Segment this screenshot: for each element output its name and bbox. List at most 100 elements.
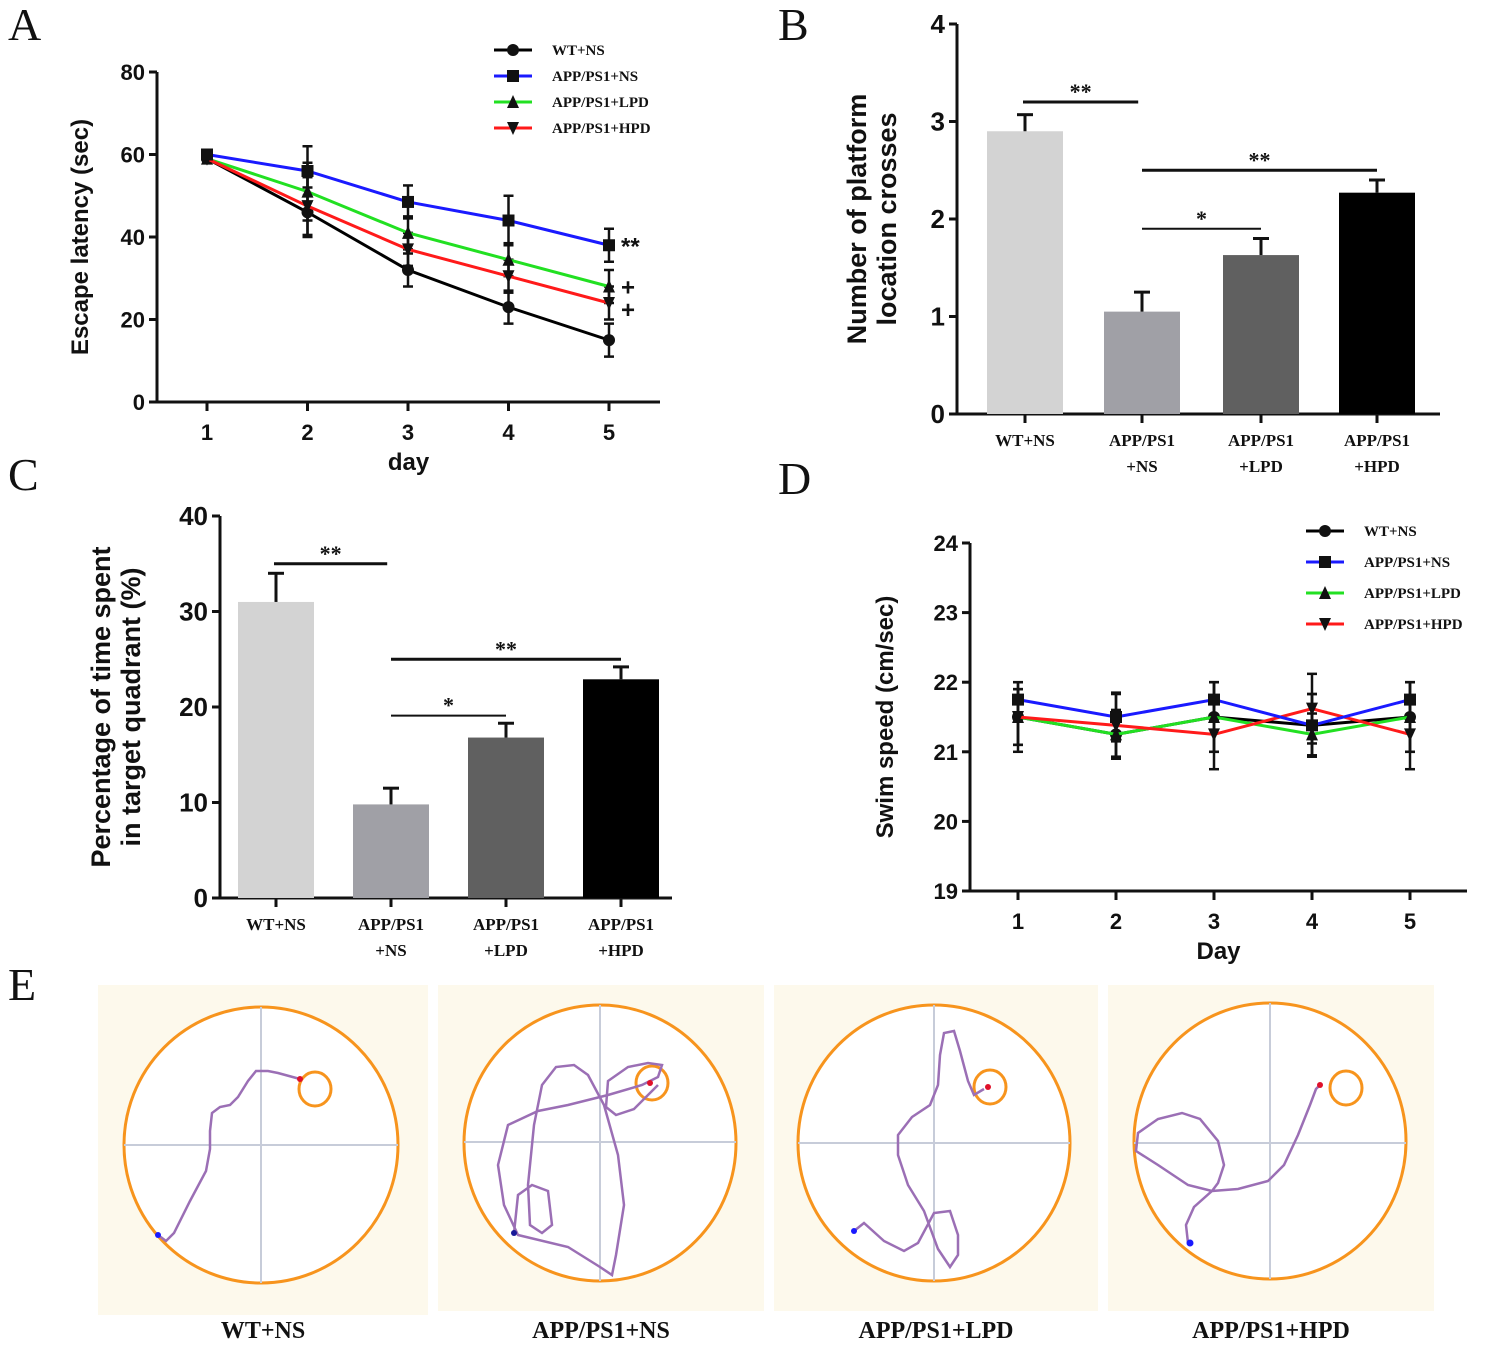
- data-point: [1110, 711, 1122, 723]
- panel-label-c: C: [8, 449, 39, 500]
- significance-mark: **: [320, 541, 342, 566]
- data-point: [1306, 702, 1318, 716]
- data-point: [301, 184, 314, 198]
- end-point: [985, 1084, 991, 1090]
- panel-label-d: D: [778, 453, 812, 504]
- significance-mark: *: [443, 693, 454, 718]
- series-APP/PS1+NS: [201, 148, 615, 252]
- data-point: [1012, 693, 1024, 706]
- x-axis-label: day: [388, 449, 430, 476]
- y-tick-label: 23: [934, 601, 958, 626]
- x-tick-label: APP/PS1: [1109, 431, 1175, 450]
- bar: [1339, 192, 1415, 414]
- data-point: [603, 334, 615, 347]
- y-tick-label: 24: [934, 531, 959, 556]
- start-point: [155, 1232, 161, 1238]
- data-point: [502, 252, 515, 266]
- data-point: [402, 243, 414, 257]
- legend-marker: [507, 122, 519, 135]
- legend-label: APP/PS1+NS: [1364, 555, 1450, 571]
- y-tick-label: 30: [179, 597, 208, 627]
- swim-path-loop: [1134, 1111, 1226, 1193]
- maze-panel-lpd: [774, 985, 1098, 1311]
- legend-marker: [507, 44, 519, 56]
- platform-ring: [297, 1070, 333, 1108]
- y-tick-label: 80: [121, 60, 145, 85]
- significance-mark: +: [621, 275, 635, 302]
- y-tick-label: 10: [179, 788, 208, 818]
- x-tick-label: APP/PS1: [1344, 431, 1410, 450]
- x-tick-label: APP/PS1: [473, 915, 539, 934]
- y-tick-label: 1: [931, 302, 945, 332]
- legend-marker: [1319, 525, 1331, 537]
- maze-track-wt: [122, 1005, 400, 1285]
- maze-label: APP/PS1+NS: [532, 1318, 670, 1344]
- maze-panel-ns: [438, 985, 764, 1311]
- panel-label-a: A: [8, 0, 42, 50]
- legend-marker: [1319, 618, 1331, 631]
- data-point: [1208, 693, 1220, 706]
- x-tick-label: 5: [1404, 909, 1416, 934]
- bar: [238, 601, 314, 898]
- start-point: [1186, 1239, 1194, 1247]
- data-point: [1306, 727, 1318, 741]
- y-tick-label: 0: [194, 883, 208, 913]
- swim-path: [496, 1061, 664, 1278]
- significance-mark: +: [621, 297, 635, 324]
- legend-label: APP/PS1+NS: [552, 69, 638, 85]
- legend-label: APP/PS1+HPD: [1364, 617, 1463, 633]
- y-axis-label: Escape latency (sec): [67, 119, 94, 355]
- series-APP/PS1+LPD: [1012, 710, 1416, 741]
- data-point: [201, 148, 213, 161]
- y-tick-label: 0: [133, 390, 145, 415]
- data-point: [402, 195, 414, 208]
- x-tick-label: 3: [402, 420, 414, 445]
- significance-mark: **: [1070, 79, 1092, 104]
- data-point: [502, 301, 515, 314]
- bar: [583, 679, 659, 898]
- y-tick-label: 21: [934, 740, 958, 765]
- y-tick-label: 60: [121, 143, 145, 168]
- legend-marker: [1319, 586, 1331, 599]
- y-axis-label: location crosses: [872, 112, 902, 325]
- y-axis-label: Percentage of time spent: [86, 546, 116, 867]
- x-tick-label: WT+NS: [246, 915, 306, 934]
- legend-label: APP/PS1+HPD: [552, 121, 651, 137]
- legend-label: WT+NS: [552, 43, 605, 59]
- swim-path: [853, 1029, 985, 1270]
- maze-panel-wt: [98, 985, 428, 1315]
- data-point: [603, 297, 615, 310]
- y-tick-label: 40: [121, 225, 145, 250]
- data-point: [603, 239, 615, 252]
- data-point: [502, 270, 515, 284]
- legend-marker: [507, 95, 519, 108]
- platform-ring: [634, 1064, 670, 1102]
- y-tick-label: 40: [179, 501, 208, 531]
- x-axis-label: Day: [1196, 938, 1241, 965]
- end-point: [297, 1076, 303, 1082]
- swim-path: [157, 1069, 301, 1243]
- significance-mark: **: [621, 233, 640, 260]
- data-point: [1110, 727, 1122, 741]
- x-tick-label: +NS: [375, 941, 406, 960]
- end-point: [1317, 1082, 1323, 1088]
- legend-marker: [1319, 556, 1331, 568]
- start-point: [511, 1230, 517, 1236]
- y-axis-label: Number of platform: [842, 94, 872, 345]
- data-point: [1208, 710, 1220, 723]
- platform-ring: [972, 1068, 1008, 1106]
- bar: [1223, 255, 1299, 414]
- y-axis-label: in target quadrant (%): [116, 567, 146, 846]
- x-tick-label: +HPD: [1354, 457, 1400, 476]
- y-tick-label: 20: [121, 308, 145, 333]
- x-tick-label: +HPD: [598, 941, 644, 960]
- panel-label-e: E: [8, 959, 37, 1010]
- maze-panel-hpd: [1108, 985, 1434, 1311]
- significance-mark: **: [1249, 147, 1271, 172]
- data-point: [1404, 693, 1416, 706]
- maze-label: APP/PS1+LPD: [858, 1318, 1014, 1344]
- x-tick-label: 2: [1110, 909, 1122, 934]
- maze-track-hpd: [1132, 1001, 1408, 1281]
- x-tick-label: WT+NS: [995, 431, 1055, 450]
- data-point: [1306, 719, 1318, 732]
